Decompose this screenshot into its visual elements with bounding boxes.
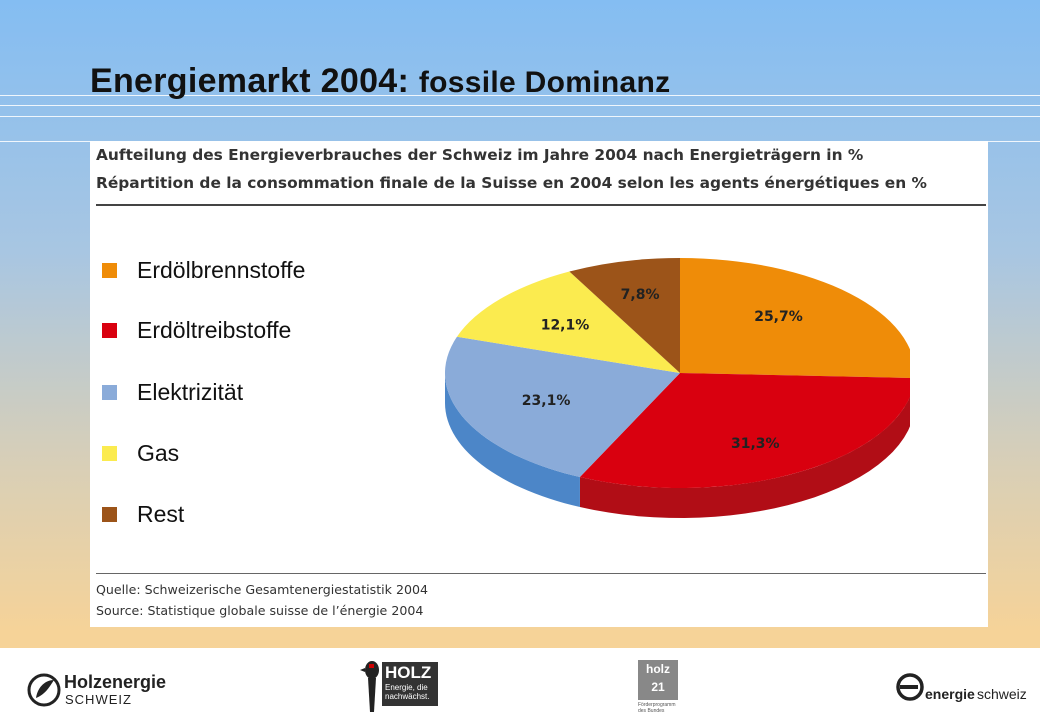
legend-item: Elektrizität xyxy=(102,378,243,406)
legend-swatch xyxy=(102,384,117,400)
holz21-logo: holz 21 Förderprogramm des Bundes xyxy=(638,660,682,718)
decor-line-2 xyxy=(0,105,1040,106)
logo4-bold: energie xyxy=(925,686,975,702)
pie-value-label: 25,7% xyxy=(754,309,803,325)
legend-swatch xyxy=(102,506,117,522)
slide-title-sub: fossile Dominanz xyxy=(418,66,671,99)
pie-value-label: 12,1% xyxy=(541,318,590,334)
decor-line-3 xyxy=(0,116,1040,117)
holz-logo: HOLZ Energie, die nachwächst. xyxy=(360,658,440,716)
legend-label: Elektrizität xyxy=(137,378,244,405)
pie-value-label: 23,1% xyxy=(522,393,571,409)
logo2-line1: HOLZ xyxy=(385,663,432,682)
decor-line-1 xyxy=(0,95,1040,96)
legend-item: Gas xyxy=(102,439,179,467)
logo2-line2: Energie, die xyxy=(385,683,428,692)
source-fr: Source: Statistique globale suisse de l’… xyxy=(96,603,424,618)
pie-slice xyxy=(579,373,910,488)
logo1-line2: SCHWEIZ xyxy=(65,692,132,707)
logo4-text: schweiz xyxy=(977,686,1027,702)
title-rule xyxy=(96,204,986,206)
pie-slice xyxy=(680,258,910,378)
chart-panel: Aufteilung des Energieverbrauches der Sc… xyxy=(90,141,988,627)
footer-logos: Holzenergie SCHWEIZ HOLZ Energie, die na… xyxy=(0,648,1040,720)
legend-swatch xyxy=(102,445,117,461)
leaf-flame-icon xyxy=(27,673,61,707)
pie-chart: 25,7% 31,3% 23,1% 12,1% 7,8% xyxy=(444,258,910,518)
chart-subtitle: Répartition de la consommation finale de… xyxy=(96,174,927,192)
logo3-caption: Förderprogramm des Bundes xyxy=(638,702,676,714)
logo1-line1: Holzenergie xyxy=(64,672,167,692)
holz-box: HOLZ Energie, die nachwächst. xyxy=(382,662,438,706)
holzenergie-logo: Holzenergie SCHWEIZ xyxy=(26,670,176,710)
legend-label: Gas xyxy=(137,439,180,466)
legend-item: Erdöltreibstoffe xyxy=(102,316,291,344)
logo2-line3: nachwächst. xyxy=(385,692,430,701)
legend-label: Erdöltreibstoffe xyxy=(137,316,292,343)
legend-item: Erdölbrennstoffe xyxy=(102,256,305,284)
source-rule xyxy=(96,573,986,574)
source-de: Quelle: Schweizerische Gesamtenergiestat… xyxy=(96,582,429,597)
pie-slice xyxy=(444,336,680,478)
legend-label: Rest xyxy=(137,500,185,527)
slide-title-main: Energiemarkt 2004: xyxy=(90,62,410,100)
legend-label: Erdölbrennstoffe xyxy=(137,256,306,283)
slide-title: Energiemarkt 2004: fossile Dominanz xyxy=(90,62,670,101)
chart-title: Aufteilung des Energieverbrauches der Sc… xyxy=(96,146,864,164)
pie-value-label: 7,8% xyxy=(621,287,660,303)
pie-value-label: 31,3% xyxy=(731,436,780,452)
legend-swatch xyxy=(102,322,117,338)
legend-item: Rest xyxy=(102,500,184,528)
woodpecker-icon xyxy=(360,661,379,712)
pie-slice xyxy=(456,271,680,373)
energieschweiz-logo: energie schweiz xyxy=(895,670,1035,710)
pie-slice-side xyxy=(445,373,580,508)
legend-swatch xyxy=(102,262,117,278)
energie-e-icon xyxy=(896,673,924,701)
pie-slice-side xyxy=(579,396,910,518)
logo3-box: holz 21 xyxy=(638,660,678,700)
pie-slice xyxy=(569,258,680,373)
